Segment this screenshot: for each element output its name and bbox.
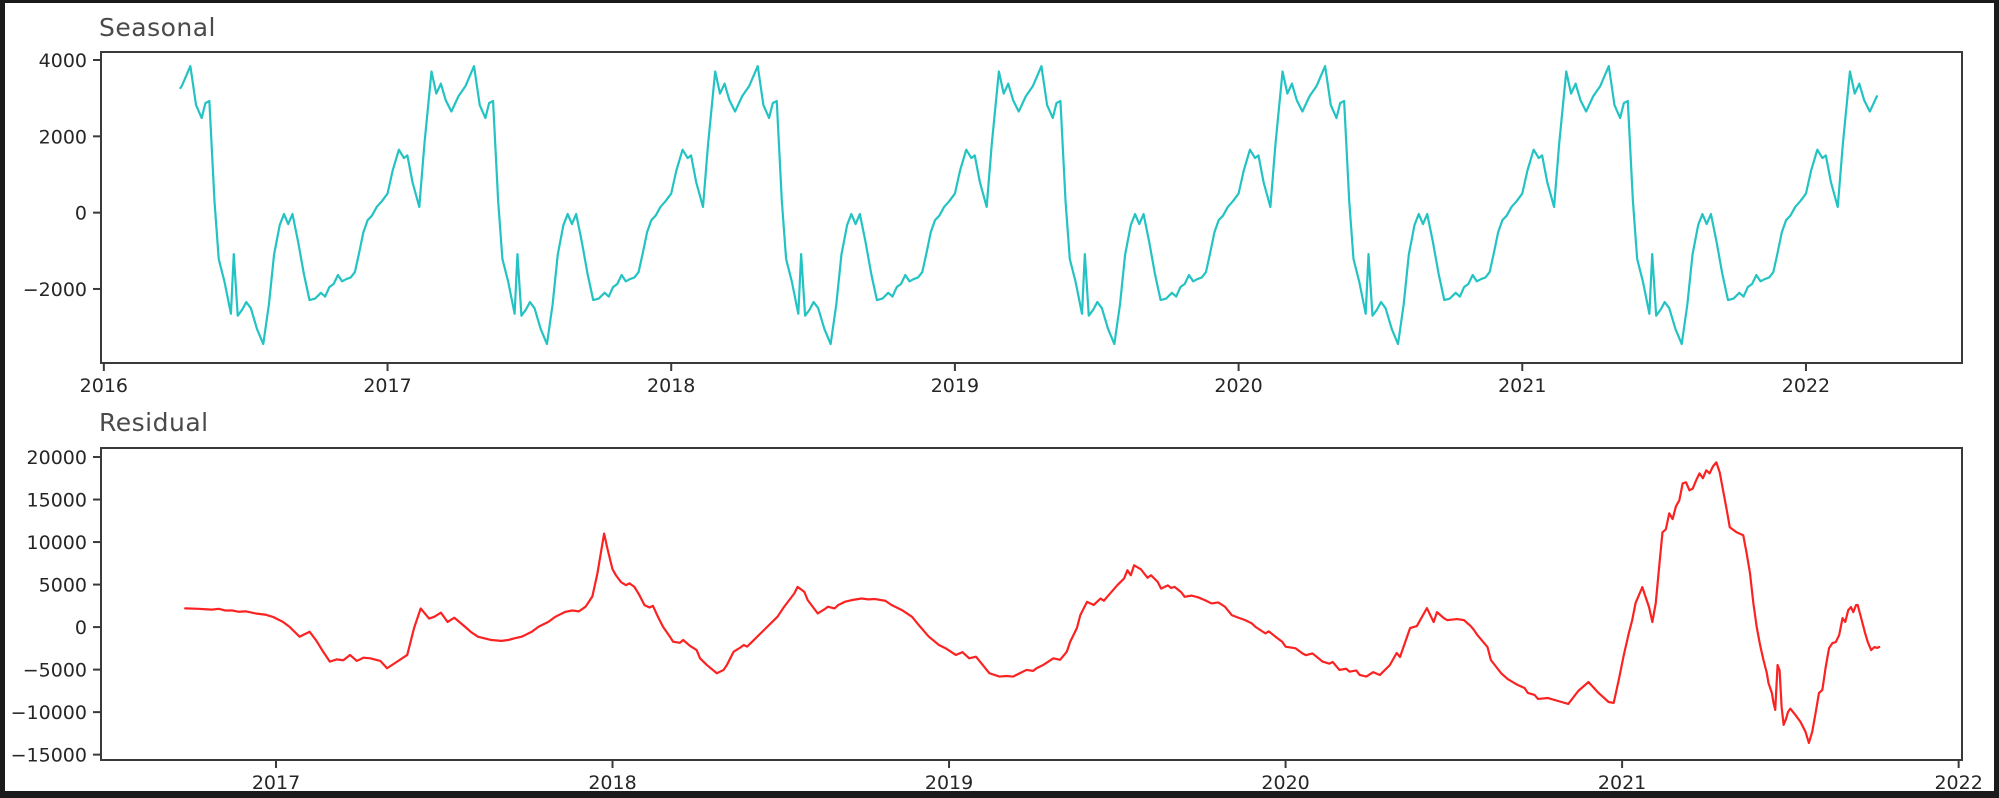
residual-chart-title: Residual	[99, 408, 209, 437]
x-tick-label: 2017	[363, 375, 411, 397]
seasonal-axes-frame	[100, 51, 1963, 364]
seasonal-chart-title: Seasonal	[99, 13, 217, 42]
seasonal-series-line	[179, 65, 1878, 346]
x-tick-label: 2022	[1934, 772, 1982, 794]
y-tick-label: 4000	[39, 50, 87, 72]
seasonal-chart: 2016 2017 2018 2019 2020 2021 2022 −2000 0 2000 40…	[23, 50, 1963, 397]
y-tick-label: 5000	[39, 575, 87, 597]
x-tick-label: 2022	[1782, 375, 1830, 397]
x-tick-label: 2019	[925, 772, 973, 794]
x-tick-label: 2021	[1498, 375, 1546, 397]
y-tick-label: 15000	[27, 490, 87, 512]
residual-chart: 2017 2018 2019 2020 2021 2022 −15000 −10000 −500…	[11, 447, 1983, 794]
y-tick-label: 20000	[27, 447, 87, 469]
x-tick-label: 2018	[647, 375, 695, 397]
x-tick-label: 2016	[80, 375, 128, 397]
y-tick-label: 0	[75, 203, 87, 225]
x-tick-label: 2019	[931, 375, 979, 397]
y-tick-label: 10000	[27, 532, 87, 554]
residual-plot-area	[101, 448, 1962, 760]
y-tick-label: 2000	[39, 126, 87, 148]
x-tick-label: 2018	[588, 772, 636, 794]
y-tick-label: 0	[75, 617, 87, 639]
x-tick-label: 2021	[1598, 772, 1646, 794]
y-tick-label: −2000	[23, 279, 87, 301]
residual-series-line	[184, 461, 1881, 745]
residual-axes-frame	[100, 447, 1963, 761]
x-tick-label: 2020	[1214, 375, 1262, 397]
seasonal-plot-area	[101, 52, 1962, 363]
y-tick-label: −10000	[11, 702, 87, 724]
x-tick-label: 2020	[1261, 772, 1309, 794]
y-tick-label: −5000	[23, 660, 87, 682]
x-tick-label: 2017	[252, 772, 300, 794]
y-tick-label: −15000	[11, 745, 87, 767]
